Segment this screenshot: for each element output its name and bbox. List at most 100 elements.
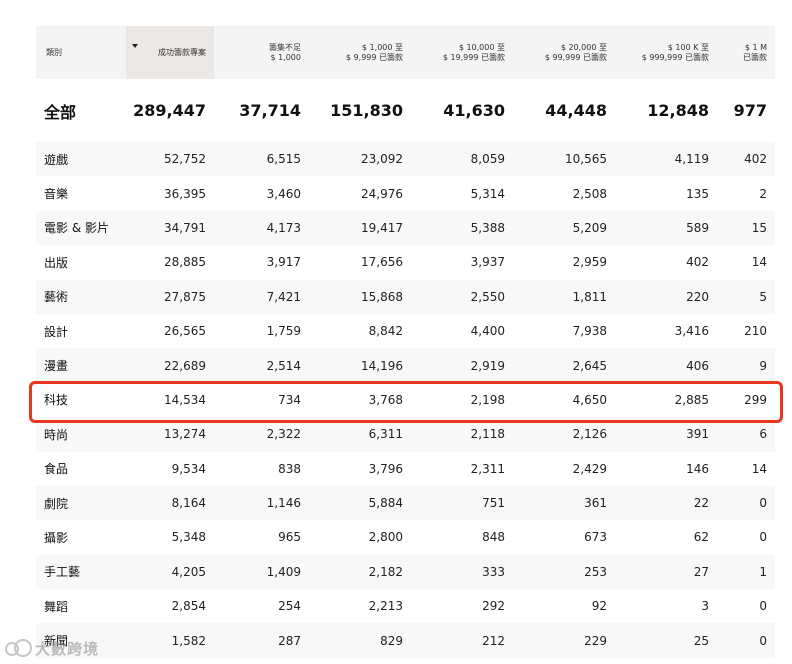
table-cell: 7,938	[572, 324, 607, 339]
table-cell: 22,689	[164, 358, 206, 373]
table-cell: 299	[744, 392, 767, 407]
header-10k-20k[interactable]: $ 10,000 至 $ 19,999 已籌款	[442, 42, 505, 62]
table-cell: 4,119	[674, 152, 709, 167]
table-cell: 6,515	[266, 152, 301, 167]
table-cell: 17,656	[361, 255, 403, 270]
stats-table-container: 類別 成功籌款專案 籌集不足 $ 1,000 $ 1,000 至 $ 9,999…	[36, 26, 775, 658]
table-row: 藝術 27,875 7,421 15,868 2,550 1,811 220 5	[36, 279, 775, 314]
table-cell: 4,400	[470, 324, 505, 339]
header-1k-10k[interactable]: $ 1,000 至 $ 9,999 已籌款	[345, 42, 403, 62]
table-cell: 589	[686, 220, 709, 235]
category-label: 手工藝	[44, 565, 81, 580]
table-cell: 25	[693, 633, 709, 648]
table-cell: 0	[759, 599, 767, 614]
table-row: 遊戲 52,752 6,515 23,092 8,059 10,565 4,119 402	[36, 142, 775, 177]
table-cell: 27,875	[164, 289, 206, 304]
table-cell: 14,196	[361, 358, 403, 373]
table-cell: 5,209	[572, 220, 607, 235]
table-row: 食品 9,534 838 3,796 2,311 2,429 146 14	[36, 452, 775, 486]
total-cell: 37,714	[239, 101, 301, 120]
table-cell: 14	[751, 461, 767, 476]
table-cell: 4,173	[266, 220, 301, 235]
table-cell: 2,854	[171, 599, 206, 614]
table-cell: 5,884	[368, 496, 403, 511]
table-cell: 15	[751, 220, 767, 235]
table-row: 劇院 8,164 1,146 5,884 751 361 22 0	[36, 485, 775, 521]
header-successful-projects[interactable]: 成功籌款專案	[126, 26, 214, 79]
table-cell: 1	[759, 564, 767, 579]
table-cell: 5,314	[470, 186, 505, 201]
table-cell: 28,885	[164, 255, 206, 270]
category-label: 新聞	[44, 634, 69, 649]
header-category[interactable]: 類別	[46, 47, 62, 57]
header-100k-1m[interactable]: $ 100 K 至 $ 999,999 已籌款	[641, 42, 709, 62]
sort-desc-icon	[132, 44, 138, 48]
watermark: 大數跨境	[5, 636, 99, 660]
category-label: 舞蹈	[44, 599, 69, 614]
table-cell: 848	[482, 530, 505, 545]
table-cell: 19,417	[361, 220, 403, 235]
category-label: 攝影	[44, 530, 69, 545]
table-cell: 229	[584, 633, 607, 648]
table-cell: 3,937	[470, 255, 505, 270]
category-label: 科技	[44, 393, 69, 408]
table-cell: 220	[686, 289, 709, 304]
table-cell: 2,645	[572, 358, 607, 373]
total-row: 全部 289,447 37,714 151,830 41,630 44,448 …	[36, 79, 775, 142]
category-label: 音樂	[44, 187, 69, 202]
total-cell: 44,448	[545, 101, 607, 120]
table-cell: 2,429	[572, 461, 607, 476]
table-cell: 1,582	[171, 633, 206, 648]
table-cell: 1,759	[266, 324, 301, 339]
table-cell: 3,416	[674, 324, 709, 339]
category-label: 設計	[44, 324, 69, 339]
header-under-1k[interactable]: 籌集不足 $ 1,000	[269, 42, 301, 62]
header-20k-100k[interactable]: $ 20,000 至 $ 99,999 已籌款	[544, 42, 607, 62]
table-cell: 15,868	[361, 289, 403, 304]
table-cell: 8,059	[470, 152, 505, 167]
table-row: 電影 & 影片 34,791 4,173 19,417 5,388 5,209 589 15	[36, 210, 775, 246]
table-cell: 2,514	[266, 358, 301, 373]
table-cell: 734	[278, 392, 301, 407]
table-cell: 3,917	[266, 255, 301, 270]
table-cell: 1,409	[266, 564, 301, 579]
table-cell: 92	[591, 599, 607, 614]
table-cell: 0	[759, 496, 767, 511]
table-cell: 135	[686, 186, 709, 201]
table-cell: 8,842	[368, 324, 403, 339]
table-cell: 1,811	[572, 289, 607, 304]
table-cell: 2,198	[470, 392, 505, 407]
total-cell: 41,630	[443, 101, 505, 120]
table-cell: 5,388	[470, 220, 505, 235]
table-cell: 8,164	[171, 496, 206, 511]
table-cell: 5,348	[171, 530, 206, 545]
watermark-text: 大數跨境	[35, 639, 100, 658]
category-label: 遊戲	[44, 152, 69, 167]
table-row: 科技 14,534 734 3,768 2,198 4,650 2,885 299	[36, 383, 775, 417]
table-row: 出版 28,885 3,917 17,656 3,937 2,959 402 14	[36, 245, 775, 279]
table-cell: 254	[278, 599, 301, 614]
table-cell: 2,550	[470, 289, 505, 304]
table-cell: 6,311	[368, 427, 403, 442]
table-cell: 1,146	[266, 496, 301, 511]
table-cell: 14,534	[164, 392, 206, 407]
table-cell: 4,205	[171, 564, 206, 579]
table-cell: 6	[759, 427, 767, 442]
header-1m-plus[interactable]: $ 1 M 已籌款	[743, 42, 767, 62]
total-cell: 289,447	[133, 101, 206, 120]
table-cell: 3	[701, 599, 709, 614]
table-cell: 36,395	[164, 186, 206, 201]
table-cell: 2,322	[266, 427, 301, 442]
table-cell: 5	[759, 289, 767, 304]
table-cell: 62	[693, 530, 709, 545]
table-cell: 673	[584, 530, 607, 545]
table-cell: 2,800	[368, 530, 403, 545]
table-cell: 2,919	[470, 358, 505, 373]
category-label: 藝術	[44, 290, 69, 305]
table-cell: 2	[759, 186, 767, 201]
table-cell: 2,213	[368, 599, 403, 614]
table-header-row: 類別 成功籌款專案 籌集不足 $ 1,000 $ 1,000 至 $ 9,999…	[36, 26, 775, 79]
table-cell: 3,460	[266, 186, 301, 201]
table-row: 音樂 36,395 3,460 24,976 5,314 2,508 135 2	[36, 176, 775, 210]
table-cell: 24,976	[361, 186, 403, 201]
